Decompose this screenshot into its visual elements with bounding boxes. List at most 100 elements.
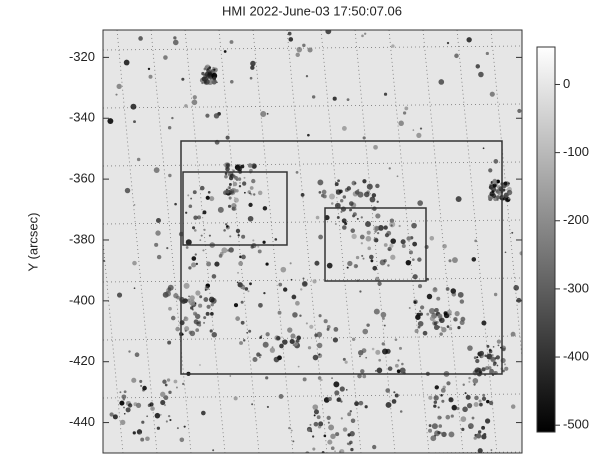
- texture-blob: [312, 404, 319, 410]
- texture-blob: [510, 331, 516, 337]
- texture-blob: [448, 431, 455, 438]
- texture-blob: [221, 247, 228, 254]
- texture-blob: [296, 46, 303, 53]
- colorbar-tick-label: -400: [563, 348, 589, 363]
- texture-blob: [440, 394, 443, 397]
- texture-blob: [247, 290, 250, 293]
- texture-blob: [147, 67, 151, 71]
- texture-blob: [333, 381, 340, 388]
- texture-blob: [504, 366, 509, 371]
- texture-blob: [378, 358, 382, 362]
- texture-blob: [429, 235, 435, 241]
- texture-blob: [481, 434, 487, 440]
- texture-blob: [169, 418, 172, 422]
- texture-blob: [490, 357, 496, 363]
- colorbar-tick-label: 0: [563, 76, 570, 91]
- texture-blob: [513, 285, 520, 291]
- texture-blob: [193, 229, 197, 232]
- texture-blob: [323, 434, 327, 438]
- texture-blob: [312, 279, 317, 284]
- texture-blob: [297, 365, 300, 368]
- texture-blob: [232, 181, 238, 187]
- texture-blob: [465, 394, 471, 400]
- texture-blob: [202, 210, 207, 215]
- texture-blob: [130, 103, 137, 110]
- texture-blob: [224, 174, 228, 179]
- texture-blob: [408, 250, 413, 255]
- texture-blob: [383, 92, 388, 96]
- texture-blob: [432, 287, 438, 293]
- texture-blob: [438, 79, 445, 85]
- texture-blob: [252, 239, 255, 242]
- texture-blob: [332, 337, 339, 343]
- texture-blob: [399, 410, 403, 413]
- texture-blob: [457, 326, 461, 330]
- texture-blob: [185, 239, 192, 246]
- texture-blob: [400, 239, 406, 245]
- texture-blob: [398, 346, 402, 350]
- texture-blob: [228, 196, 232, 200]
- texture-blob: [302, 277, 305, 280]
- texture-blob: [433, 324, 440, 331]
- texture-blob: [357, 373, 362, 379]
- texture-blob: [203, 67, 207, 71]
- texture-blob: [336, 216, 340, 219]
- texture-blob: [232, 169, 235, 172]
- texture-blob: [154, 412, 161, 419]
- texture-blob: [471, 257, 477, 262]
- texture-blob: [433, 404, 437, 408]
- plot-frame: [102, 29, 523, 454]
- texture-blob: [353, 264, 358, 269]
- texture-blob: [371, 347, 375, 351]
- texture-blob: [249, 192, 251, 195]
- texture-blob: [183, 282, 190, 289]
- texture-blob: [248, 202, 253, 207]
- texture-blob: [167, 414, 171, 418]
- texture-blob: [150, 406, 155, 411]
- texture-blob: [210, 303, 214, 307]
- texture-blob: [246, 331, 248, 334]
- texture-blob: [278, 394, 284, 399]
- texture-blob: [233, 197, 239, 203]
- texture-blob: [185, 246, 189, 249]
- texture-blob: [492, 362, 496, 367]
- texture-blob: [265, 376, 269, 380]
- texture-blob: [277, 310, 282, 315]
- texture-blob: [446, 309, 452, 315]
- texture-blob: [295, 52, 300, 58]
- texture-blob: [218, 254, 223, 258]
- texture-blob: [312, 354, 319, 361]
- texture-blob: [287, 327, 293, 333]
- texture-blob: [373, 225, 380, 232]
- texture-blob: [446, 381, 451, 386]
- texture-blob: [413, 300, 417, 304]
- texture-blob: [196, 215, 202, 220]
- texture-blob: [443, 311, 448, 316]
- texture-blob: [496, 339, 502, 344]
- texture-blob: [364, 405, 368, 409]
- texture-blob: [248, 329, 252, 333]
- texture-blob: [467, 345, 473, 351]
- texture-blob: [326, 415, 331, 420]
- texture-blob: [165, 290, 171, 297]
- texture-blob: [387, 366, 393, 371]
- texture-blob: [511, 231, 514, 234]
- texture-blob: [481, 425, 486, 430]
- y-tick-label: -320: [69, 49, 95, 64]
- texture-blob: [477, 448, 483, 453]
- texture-blob: [361, 254, 364, 257]
- texture-blob: [374, 276, 380, 282]
- texture-blob: [422, 330, 428, 336]
- texture-blob: [406, 236, 412, 241]
- texture-blob: [259, 356, 261, 359]
- texture-blob: [163, 395, 169, 401]
- texture-blob: [132, 260, 137, 266]
- region-box: [180, 140, 503, 375]
- texture-blob: [290, 333, 296, 339]
- texture-blob: [195, 290, 201, 296]
- texture-blob: [440, 387, 446, 393]
- texture-blob: [377, 224, 384, 231]
- texture-blob: [453, 318, 456, 322]
- texture-blob: [434, 385, 439, 390]
- texture-blob: [247, 163, 253, 168]
